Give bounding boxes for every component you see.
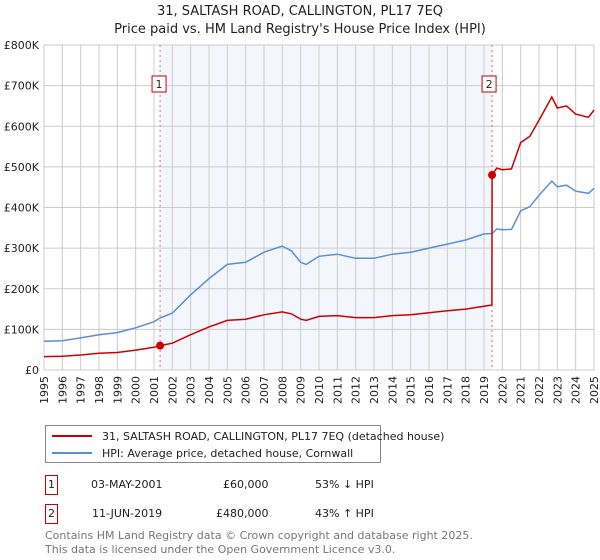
sale-date: 03-MAY-2001 <box>91 478 163 491</box>
sale-point <box>156 341 165 350</box>
y-tick-label: £400K <box>4 202 40 215</box>
y-tick-label: £700K <box>4 80 40 93</box>
sale-marker-badge: 1 <box>45 475 58 495</box>
legend-label: HPI: Average price, detached house, Corn… <box>102 446 354 460</box>
y-tick-label: £100K <box>4 323 40 336</box>
footer-copyright: Contains HM Land Registry data © Crown c… <box>45 529 473 542</box>
x-tick-label: 2022 <box>533 376 546 404</box>
sale-marker-badge: 2 <box>45 504 58 524</box>
x-tick-label: 2004 <box>203 376 216 404</box>
sale-label-box <box>481 75 497 93</box>
x-tick-label: 2000 <box>130 376 143 404</box>
chart-subtitle: Price paid vs. HM Land Registry's House … <box>114 22 486 37</box>
footer-licence: This data is licensed under the Open Gov… <box>45 543 396 556</box>
x-tick-label: 2011 <box>331 376 344 404</box>
sale-price: £480,000 <box>216 507 269 520</box>
sale-label-box <box>151 75 167 93</box>
x-tick-label: 2012 <box>350 376 363 404</box>
x-tick-label: 1996 <box>56 376 69 404</box>
x-tick-label: 2021 <box>515 376 528 404</box>
legend-item-property: 31, SALTASH ROAD, CALLINGTON, PL17 7EQ (… <box>52 428 444 444</box>
x-tick-label: 2013 <box>368 376 381 404</box>
sale-hpi-diff: 43% ↑ HPI <box>315 507 374 520</box>
x-tick-label: 2001 <box>148 376 161 404</box>
price-chart: 1995 1996 1997 1998 1999 2000 2001 2002 2003 2004… <box>4 39 600 404</box>
x-tick-label: 2014 <box>386 376 399 404</box>
x-tick-label: 2019 <box>478 376 491 404</box>
x-tick-label: 2020 <box>496 376 509 404</box>
y-tick-label: £200K <box>4 283 40 296</box>
series-line-hpi <box>43 180 595 342</box>
sale-point <box>488 171 497 179</box>
y-tick-label: £600K <box>4 120 40 133</box>
x-tick-label: 2003 <box>185 376 198 404</box>
x-tick-label: 1998 <box>93 376 106 404</box>
x-tick-label: 2005 <box>221 376 234 404</box>
x-tick-label: 1999 <box>111 376 124 404</box>
x-tick-label: 1997 <box>75 376 88 404</box>
y-tick-label: £300K <box>4 242 40 255</box>
sale-hpi-diff: 53% ↓ HPI <box>315 478 374 491</box>
x-tick-label: 2006 <box>240 376 253 404</box>
x-tick-label: 2018 <box>460 376 473 404</box>
x-tick-label: 1995 <box>38 376 51 404</box>
x-tick-label: 2002 <box>166 376 179 404</box>
y-tick-label: £0 <box>25 364 39 377</box>
x-tick-label: 2008 <box>276 376 289 404</box>
sale-label: 1 <box>156 78 163 91</box>
sale-date: 11-JUN-2019 <box>92 507 163 520</box>
legend-swatch <box>52 452 92 454</box>
y-tick-label: £800K <box>4 39 40 52</box>
sale-label: 2 <box>486 78 493 91</box>
x-tick-label: 2007 <box>258 376 271 404</box>
x-tick-label: 2015 <box>405 376 418 404</box>
x-tick-label: 2009 <box>295 376 308 404</box>
sale-price: £60,000 <box>223 478 269 491</box>
legend-label: 31, SALTASH ROAD, CALLINGTON, PL17 7EQ (… <box>102 429 445 443</box>
x-tick-label: 2010 <box>313 376 326 404</box>
legend-item-hpi: HPI: Average price, detached house, Corn… <box>52 445 353 461</box>
x-tick-label: 2017 <box>441 376 454 404</box>
x-tick-label: 2016 <box>423 376 436 404</box>
x-tick-label: 2025 <box>588 376 600 404</box>
x-tick-label: 2024 <box>570 376 583 404</box>
x-tick-label: 2023 <box>551 376 564 404</box>
chart-title: 31, SALTASH ROAD, CALLINGTON, PL17 7EQ <box>156 4 444 19</box>
y-tick-label: £500K <box>4 161 40 174</box>
legend-swatch <box>52 435 92 437</box>
legend: 31, SALTASH ROAD, CALLINGTON, PL17 7EQ (… <box>45 425 444 463</box>
